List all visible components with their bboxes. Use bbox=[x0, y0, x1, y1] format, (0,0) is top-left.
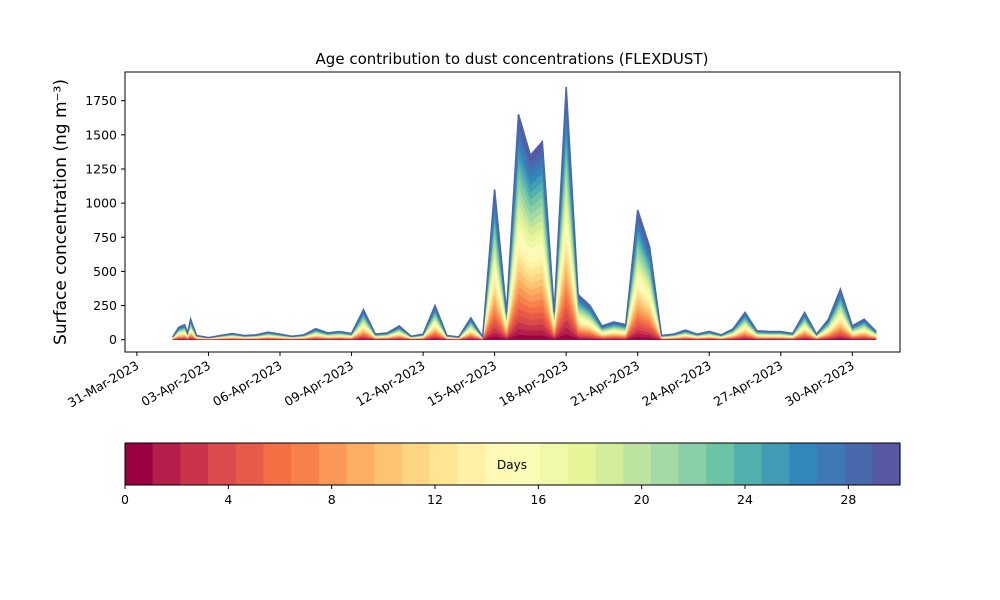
total-concentration-line bbox=[172, 86, 877, 340]
x-tick-label: 03-Apr-2023 bbox=[139, 358, 213, 410]
colorbar-segment bbox=[540, 443, 569, 485]
x-tick-label: 24-Apr-2023 bbox=[639, 358, 713, 410]
y-tick-label: 0 bbox=[109, 332, 117, 347]
x-tick-label: 12-Apr-2023 bbox=[353, 358, 427, 410]
colorbar-segment bbox=[125, 443, 154, 485]
y-tick-label: 750 bbox=[93, 230, 117, 245]
colorbar-tick-label: 4 bbox=[224, 492, 232, 507]
colorbar-segment bbox=[484, 443, 514, 485]
y-tick-label: 1750 bbox=[85, 93, 117, 108]
colorbar-segment bbox=[678, 443, 707, 485]
age-layer-1-days bbox=[172, 327, 877, 340]
plot-frame bbox=[124, 71, 901, 353]
colorbar-segment bbox=[180, 443, 209, 485]
colorbar-segment bbox=[816, 443, 846, 485]
colorbar-segment bbox=[623, 443, 652, 485]
colorbar-segment bbox=[761, 443, 790, 485]
colorbar-segment bbox=[512, 443, 541, 485]
colorbar bbox=[125, 443, 901, 485]
x-axis: 31-Mar-202303-Apr-202306-Apr-202309-Apr-… bbox=[65, 352, 857, 410]
colorbar-segment bbox=[429, 443, 458, 485]
x-tick-label: 21-Apr-2023 bbox=[568, 358, 642, 410]
y-tick-label: 250 bbox=[93, 298, 117, 313]
y-tick-label: 1500 bbox=[85, 127, 117, 142]
colorbar-segment bbox=[401, 443, 431, 485]
colorbar-segment bbox=[318, 443, 348, 485]
colorbar-label: Days bbox=[497, 458, 527, 472]
x-tick-label: 30-Apr-2023 bbox=[782, 358, 856, 410]
age-layer-0-days bbox=[172, 334, 877, 340]
y-tick-label: 1000 bbox=[85, 196, 117, 211]
colorbar-tick-label: 12 bbox=[427, 492, 443, 507]
y-axis-label: Surface concentration (ng m⁻³) bbox=[51, 79, 71, 345]
chart-title: Age contribution to dust concentrations … bbox=[316, 50, 709, 68]
colorbar-segment bbox=[291, 443, 320, 485]
colorbar-tick-label: 16 bbox=[530, 492, 546, 507]
colorbar-axis: 0 4 8 12 16 20 24 28 bbox=[121, 485, 856, 507]
colorbar-segment bbox=[733, 443, 763, 485]
y-axis: 0 250 500 750 1000 1250 1500 1750 bbox=[85, 93, 125, 347]
y-tick-label: 1250 bbox=[85, 161, 117, 176]
colorbar-segment bbox=[374, 443, 403, 485]
x-tick-label: 18-Apr-2023 bbox=[496, 358, 570, 410]
colorbar-segment bbox=[650, 443, 680, 485]
colorbar-tick-label: 28 bbox=[840, 492, 856, 507]
colorbar-tick-label: 0 bbox=[121, 492, 129, 507]
colorbar-tick-label: 20 bbox=[634, 492, 650, 507]
colorbar-segment bbox=[152, 443, 181, 485]
x-tick-label: 27-Apr-2023 bbox=[711, 358, 785, 410]
colorbar-segment bbox=[844, 443, 873, 485]
x-tick-label: 31-Mar-2023 bbox=[65, 358, 141, 411]
colorbar-segment bbox=[457, 443, 486, 485]
colorbar-tick-label: 24 bbox=[737, 492, 753, 507]
colorbar-segment bbox=[567, 443, 597, 485]
y-tick-label: 500 bbox=[93, 264, 117, 279]
colorbar-segment bbox=[872, 443, 901, 485]
colorbar-segment bbox=[595, 443, 624, 485]
x-tick-label: 09-Apr-2023 bbox=[282, 358, 356, 410]
colorbar-segment bbox=[263, 443, 292, 485]
colorbar-tick-label: 8 bbox=[328, 492, 336, 507]
colorbar-segment bbox=[235, 443, 264, 485]
colorbar-frame bbox=[124, 442, 901, 486]
colorbar-segment bbox=[346, 443, 375, 485]
colorbar-segment bbox=[706, 443, 735, 485]
plot-area bbox=[172, 86, 877, 340]
colorbar-segment bbox=[208, 443, 237, 485]
colorbar-segment bbox=[789, 443, 818, 485]
x-tick-label: 06-Apr-2023 bbox=[210, 358, 284, 410]
x-tick-label: 15-Apr-2023 bbox=[425, 358, 499, 410]
